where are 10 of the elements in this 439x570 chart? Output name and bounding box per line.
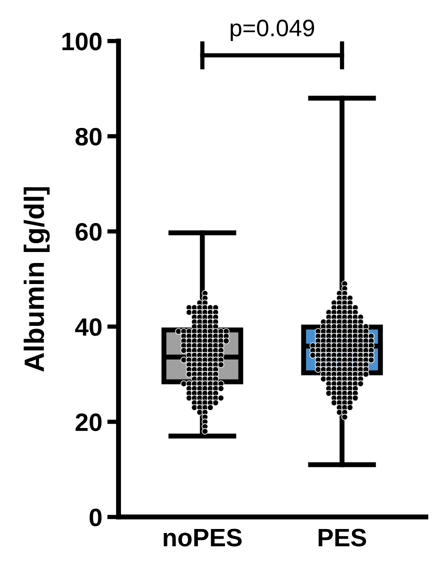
text: p=0.049 xyxy=(230,20,314,42)
y-axis-title: Albumin [g/dl] xyxy=(24,187,50,372)
y-tick-label: 40 xyxy=(75,318,102,336)
y-tick-label: 20 xyxy=(76,413,102,432)
y-tick-label: 60 xyxy=(76,223,102,241)
y-tick-label: 80 xyxy=(76,128,102,146)
y-tick-label: 0 xyxy=(90,508,102,526)
x-tick-label: PES xyxy=(318,528,366,546)
x-tick-label: noPES xyxy=(164,528,242,546)
y-tick-label: 100 xyxy=(62,32,102,50)
